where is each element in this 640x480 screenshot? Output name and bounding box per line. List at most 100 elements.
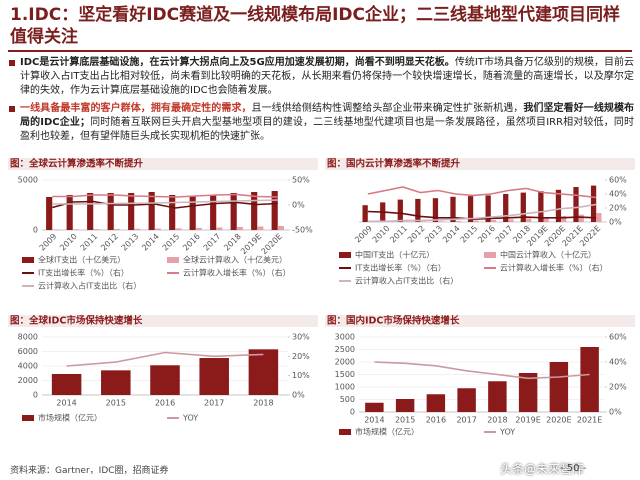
line-series (374, 361, 590, 380)
y2-tick-label: 20% (292, 352, 310, 361)
y2-tick-label: 40% (609, 358, 627, 367)
bar (195, 227, 202, 230)
bar (189, 196, 196, 230)
bullet: 一线具备最丰富的客户群体，拥有最确定性的需求，且一线供给侧结构性调整给头部企业带… (8, 102, 634, 144)
bar (72, 229, 79, 230)
bar (257, 226, 264, 230)
bar (101, 370, 131, 395)
x-tick-label: 2017 (202, 232, 223, 253)
bar (555, 189, 562, 222)
y2-tick-label: 20% (609, 383, 627, 392)
x-tick-label: 2011 (388, 224, 409, 245)
y-tick-label: 2000 (335, 358, 355, 367)
bar (590, 185, 597, 222)
bar (520, 192, 526, 222)
bar (362, 205, 368, 222)
bar (503, 194, 509, 222)
legend-swatch (22, 257, 34, 263)
y2-tick-label: 30% (292, 333, 310, 342)
x-tick-label: 2015 (161, 232, 182, 253)
y2-tick-label: 60% (609, 176, 627, 185)
x-tick-label: 2016 (155, 399, 175, 408)
bar (52, 229, 59, 230)
bar (561, 215, 567, 222)
x-tick-label: 2013 (120, 232, 141, 253)
bar (573, 187, 579, 222)
bar (210, 195, 217, 230)
legend-label: 全球IT支出（十亿美元） (38, 255, 125, 265)
legend-swatch (167, 257, 179, 263)
chart-title-bar (325, 158, 635, 170)
chart-title: 图：国内云计算渗透率不断提升 (327, 158, 461, 170)
page-number: - 50 - (560, 463, 587, 474)
y2-tick-label: 60% (609, 333, 627, 342)
text-run: 一线具备最丰富的客户群体，拥有最确定性的需求， (20, 103, 252, 114)
x-tick-label: 2021E (577, 416, 602, 425)
bar (87, 193, 94, 230)
text-run: IDC是云计算底层基础设施，在云计算大拐点向上及5G应用加速发展初期，尚看不到明… (20, 57, 455, 68)
y2-tick-label: 20% (609, 204, 627, 213)
y-tick-label: 0 (350, 408, 355, 417)
text-run: 且一线供给侧结构性调整给头部企业带来确定性扩张新机遇， (251, 103, 524, 114)
bar (271, 191, 278, 230)
legend-swatch (339, 429, 351, 435)
bar (107, 193, 114, 230)
x-tick-label: 2014 (140, 232, 161, 253)
y-tick-label: 0 (33, 226, 38, 235)
x-tick-label: 2010 (371, 224, 392, 245)
bar (508, 219, 514, 222)
bar (199, 358, 229, 395)
bar (467, 196, 474, 222)
legend-label: YOY (182, 414, 198, 423)
bar (230, 193, 237, 230)
x-tick-label: 2016 (181, 232, 202, 253)
x-tick-label: 2012 (99, 232, 120, 253)
legend-swatch (339, 252, 351, 258)
x-tick-label: 2019E (239, 232, 263, 256)
bullet-list: IDC是云计算底层基础设施，在云计算大拐点向上及5G应用加速发展初期，尚看不到明… (8, 56, 634, 148)
legend-label: 中国IT支出（十亿元） (355, 250, 434, 260)
y-tick-label: 3000 (335, 333, 355, 342)
line-series (66, 351, 264, 367)
bar (216, 227, 223, 230)
x-tick-label: 2019E (515, 416, 540, 425)
bar (66, 195, 73, 230)
slide-title: 1.IDC：坚定看好IDC赛道及一线规模布局IDC企业；二三线基地型代建项目同样… (10, 5, 621, 47)
y-tick-label: 6000 (18, 347, 38, 356)
x-tick-label: 2016 (476, 224, 497, 245)
bar (51, 373, 82, 395)
x-tick-label: 2017 (456, 416, 476, 425)
x-tick-label: 2018 (487, 416, 507, 425)
watermark: 头条@未来智库 (500, 462, 585, 476)
y2-tick-label: 50% (292, 176, 310, 185)
chart-title: 图：全球云计算渗透率不断提升 (10, 158, 144, 170)
y-tick-label: 2500 (335, 345, 355, 354)
y2-tick-label: -50% (292, 226, 313, 235)
bar (543, 217, 549, 222)
bar (169, 195, 176, 230)
y2-tick-label: 0% (609, 408, 622, 417)
y-tick-label: 0 (33, 391, 38, 400)
bar (538, 191, 544, 222)
legend-label: 云计算收入增长率（%）（右） (500, 263, 608, 273)
x-tick-label: 2012 (406, 224, 427, 245)
bar (46, 197, 53, 230)
bar (415, 198, 421, 222)
x-tick-label: 2020E (546, 416, 571, 425)
bar (148, 192, 155, 230)
bar (485, 195, 491, 222)
y-tick-label: 2000 (18, 376, 38, 385)
y-tick-label: 5000 (18, 176, 38, 185)
chart-title-bar (8, 158, 318, 170)
legend-label: 市场规模（亿元） (355, 427, 419, 437)
bar (93, 229, 100, 230)
y-tick-label: 1000 (335, 383, 355, 392)
bar (426, 394, 446, 412)
x-tick-label: 2013 (423, 224, 444, 245)
chart-title: 图：全球IDC市场保持快速增长 (10, 315, 143, 327)
x-tick-label: 2015 (106, 399, 126, 408)
legend-label: 云计算收入占IT支出比（右） (355, 276, 458, 286)
line-series (52, 199, 278, 205)
